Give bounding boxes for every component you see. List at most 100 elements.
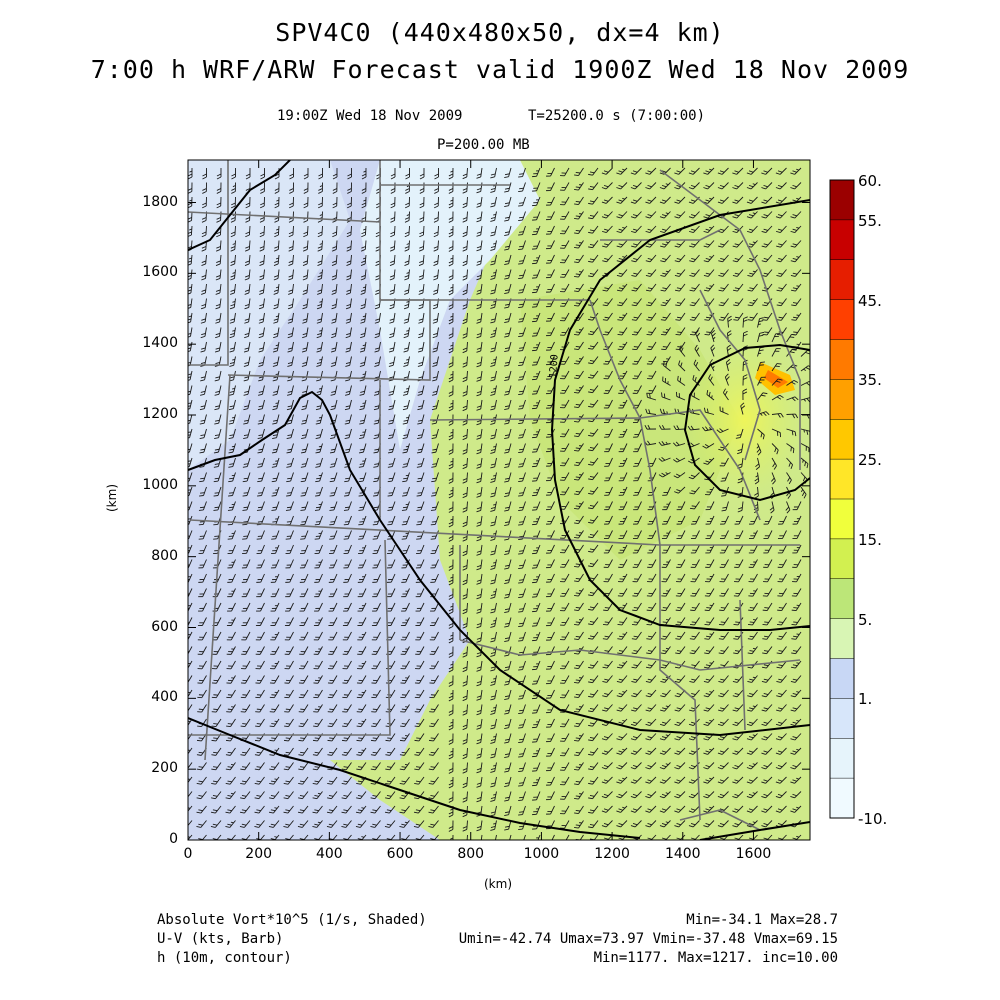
wind-barb [257,399,265,411]
wind-barb [419,211,425,223]
wind-barb [518,356,526,367]
wind-barb [476,269,483,281]
wind-barb [388,399,396,411]
wind-barb [490,312,497,324]
wind-barb [705,559,715,568]
wind-barb [243,399,251,411]
wind-barb [618,573,628,583]
wind-barb [272,370,280,382]
wind-barb [188,269,193,281]
vorticity-positive-region [520,280,740,560]
wind-barb [314,588,323,598]
wind-barb [631,298,642,307]
wind-barb [448,211,454,223]
wind-barb [258,356,265,367]
wind-barb [490,428,497,440]
wind-barb [746,196,758,204]
wind-barb [748,544,758,554]
wind-barb [647,530,657,539]
wind-barb [244,254,251,267]
contour-field-description: h (10m, contour) [157,950,292,966]
wind-barb [462,356,468,368]
wind-barb [504,399,512,410]
wind-barb [747,283,758,292]
wind-barb [532,370,541,381]
wind-barb [360,269,367,281]
wind-barb [674,211,686,219]
wind-barb [346,283,352,295]
wind-barb [800,443,810,453]
wind-barb [574,399,584,408]
wind-barb [343,544,352,555]
wind-barb [532,588,541,598]
wind-barb [490,370,497,382]
wind-barb [690,559,700,568]
wind-barb [674,167,686,175]
wind-barb [719,544,729,554]
wind-barb [215,254,222,267]
wind-barb [604,501,613,511]
wind-barb [285,573,294,583]
wind-barb [618,559,628,568]
wind-barb [748,559,758,568]
wind-barb [201,225,207,238]
wind-barb [546,559,555,569]
colorbar-segment [830,339,854,380]
wind-barb [416,472,425,483]
wind-barb [631,269,642,277]
wind-barb [546,515,555,525]
wind-barb [617,312,628,321]
wind-barb [273,269,280,281]
wind-barb [303,167,309,180]
wind-barb [360,298,367,310]
wind-barb [448,370,454,383]
wind-barb [603,544,613,554]
colorbar-label: 1. [858,690,873,709]
wind-barb [733,312,744,321]
wind-barb [632,385,642,394]
wind-barb [302,298,309,310]
wind-barb [347,182,352,194]
wind-barb [258,327,265,339]
wind-barb [288,196,294,209]
wind-barb [331,298,338,310]
wind-barb [331,312,338,324]
wind-barb [329,443,338,454]
wind-barb [216,182,222,194]
wind-barb [518,588,526,599]
wind-barb [244,269,251,281]
wind-barb [317,225,323,238]
wind-barb [287,298,294,310]
wind-barb [588,428,599,437]
wind-barb [245,196,251,209]
wind-barb [372,559,381,569]
wind-barb [616,167,628,175]
wind-barb [504,544,512,555]
y-tick-label: 1800 [142,193,178,210]
wind-barb [416,515,425,526]
wind-barb [776,283,787,292]
wind-barb [646,327,657,336]
wind-barb [432,312,439,324]
wind-barb [404,196,410,209]
wind-barb [227,559,236,569]
wind-barb [289,182,294,194]
wind-barb [343,573,352,583]
wind-barb [462,544,468,557]
wind-barb [259,196,265,209]
wind-barb [532,196,541,207]
wind-barb [646,312,657,321]
wind-barb [346,196,352,209]
wind-barb [230,254,236,267]
wind-barb [430,530,439,540]
wind-barb [702,443,715,449]
wind-barb [661,530,671,539]
wind-barb [660,254,671,263]
wind-barb [560,559,570,568]
wind-barb [345,356,352,367]
wind-barb [532,515,541,526]
wind-barb [658,425,671,430]
wind-barb [574,530,584,539]
wind-barb [302,327,309,339]
wind-barb [633,428,642,438]
